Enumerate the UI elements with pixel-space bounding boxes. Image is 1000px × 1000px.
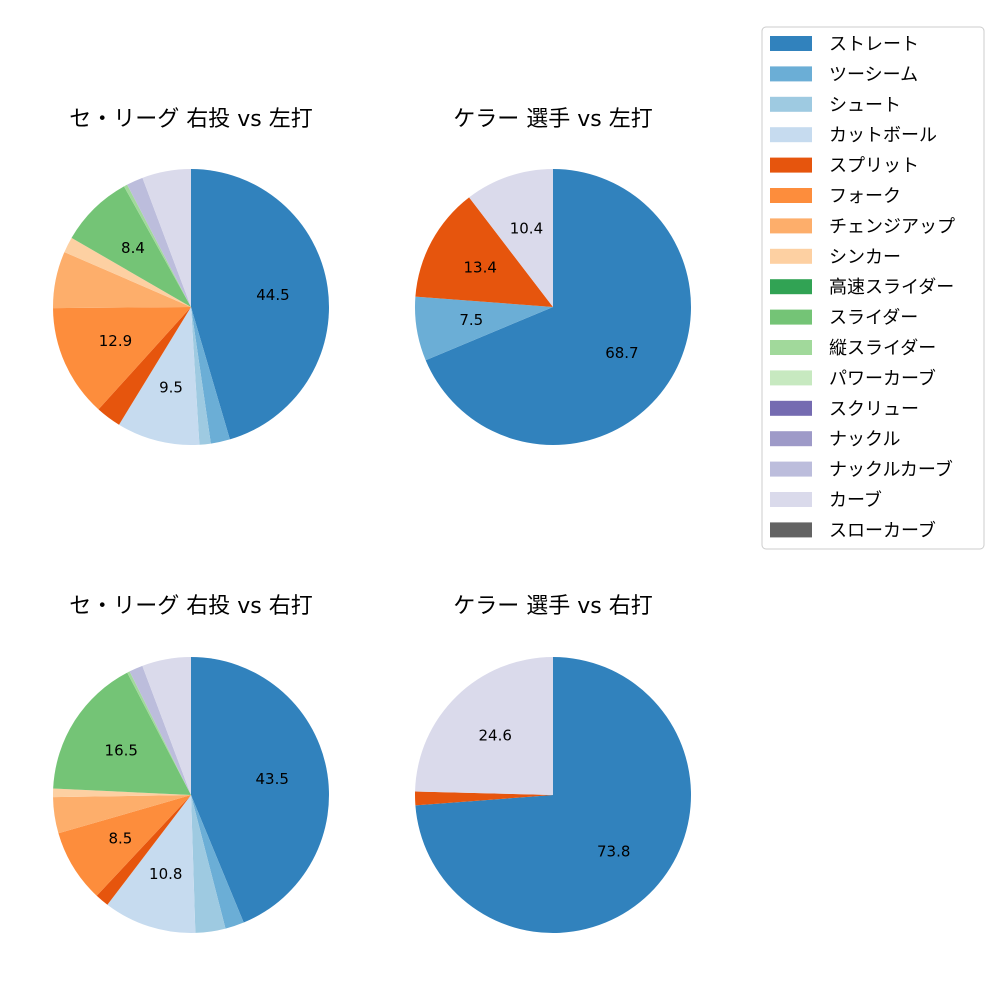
pie-3-slice-1: [191, 657, 329, 923]
pie-1-slice-7: [53, 252, 191, 309]
legend-swatch-4: [770, 127, 812, 143]
legend-label-2: ツーシーム: [829, 64, 918, 85]
legend-label-6: フォーク: [829, 186, 901, 207]
pie-1-slice-4-label: 9.5: [159, 378, 183, 396]
pie-1-slice-5: [98, 307, 191, 425]
legend-swatch-7: [770, 218, 812, 234]
legend-label-17: スローカーブ: [829, 519, 936, 541]
legend-swatch-2: [770, 66, 812, 82]
pie-chart-4: 73.8 24.6: [414, 657, 692, 933]
pie-3-slice-8: [53, 788, 191, 798]
legend-swatch-13: [770, 400, 812, 416]
chart-title-3: セ・リーグ 右投 vs 右打: [69, 594, 312, 619]
pie-3-slice-11: [129, 665, 191, 795]
pie-3-slice-12: [142, 657, 191, 795]
pie-2-slice-3: [415, 197, 553, 307]
chart-title-2: ケラー 選手 vs 左打: [453, 107, 652, 132]
pie-4-slice-3-label: 24.6: [478, 727, 511, 745]
legend-label-15: ナックルカーブ: [829, 459, 953, 481]
pie-1-slice-10: [123, 184, 191, 307]
pie-3-slice-5: [96, 795, 191, 905]
pie-2-slice-1-label: 68.7: [605, 344, 638, 362]
legend-label-12: パワーカーブ: [829, 367, 936, 389]
legend-label-13: スクリュー: [829, 399, 919, 420]
legend-swatch-6: [770, 188, 812, 203]
pie-3-slice-9-label: 16.5: [105, 741, 138, 759]
pie-2-slice-1: [425, 169, 691, 445]
pie-1-slice-8: [64, 237, 191, 307]
pie-4-slice-1-label: 73.8: [597, 842, 630, 860]
pie-3-slice-2: [191, 795, 244, 929]
pie-3-slice-4: [107, 795, 196, 933]
legend-label-7: チェンジアップ: [829, 216, 955, 237]
pie-3-slice-7: [53, 795, 192, 834]
pie-2-slice-4-label: 10.4: [510, 220, 543, 238]
pie-1-slice-2: [191, 307, 230, 444]
legend-swatch-10: [770, 309, 812, 325]
legend: ストレートツーシームシュートカットボールスプリットフォークチェンジアップシンカー…: [761, 26, 985, 550]
legend-label-14: ナックル: [829, 429, 900, 450]
pie-3-slice-6: [58, 795, 191, 896]
pie-2-slice-4: [469, 169, 553, 307]
legend-swatch-14: [770, 431, 812, 447]
legend-label-1: ストレート: [829, 34, 919, 55]
pie-2-slice-2: [414, 296, 553, 361]
pie-chart-1: 44.5 9.5 12.9 8.4: [53, 169, 329, 446]
legend-swatch-11: [770, 340, 812, 355]
pie-1-slice-1-label: 44.5: [256, 286, 289, 304]
pie-4-slice-3: [415, 657, 553, 795]
pie-3-slice-10: [127, 671, 191, 795]
pie-3-slice-4-label: 10.8: [149, 865, 182, 883]
pie-4-slice-1: [415, 657, 692, 933]
legend-label-5: スプリット: [829, 156, 919, 177]
pie-1-slice-6: [53, 307, 191, 410]
legend-swatch-1: [770, 36, 812, 51]
legend-frame: [761, 26, 985, 550]
pie-1-slice-11: [127, 177, 191, 307]
pie-1-slice-4: [119, 307, 200, 446]
legend-label-11: 縦スライダー: [829, 338, 936, 359]
pie-2-slice-3-label: 13.4: [463, 259, 496, 277]
pie-4-slice-2: [414, 791, 553, 806]
chart-title-4: ケラー 選手 vs 右打: [453, 594, 652, 619]
legend-label-9: 高速スライダー: [829, 277, 954, 298]
pie-3-slice-9: [53, 672, 191, 795]
legend-swatch-15: [770, 461, 812, 477]
legend-swatch-12: [770, 370, 812, 386]
pie-3-slice-1-label: 43.5: [256, 770, 289, 788]
pie-3-slice-6-label: 8.5: [108, 829, 132, 847]
legend-swatch-16: [770, 492, 812, 507]
legend-swatch-8: [770, 248, 812, 264]
legend-label-4: カットボール: [829, 125, 937, 146]
legend-label-10: スライダー: [829, 308, 918, 329]
chart-title-1: セ・リーグ 右投 vs 左打: [69, 107, 312, 132]
pie-chart-2: 68.7 7.5 13.4 10.4: [414, 169, 691, 445]
legend-label-16: カーブ: [829, 489, 882, 511]
legend-swatch-9: [770, 279, 812, 295]
legend-label-8: シンカー: [829, 247, 901, 268]
pie-1-slice-12: [142, 169, 191, 307]
legend-swatch-5: [770, 157, 812, 173]
pie-1-slice-1: [191, 169, 329, 440]
pie-chart-3: 43.5 10.8 8.5 16.5: [53, 657, 329, 933]
pie-1-slice-6-label: 12.9: [99, 332, 132, 350]
legend-swatch-17: [770, 522, 812, 538]
legend-label-3: シュート: [829, 95, 901, 116]
pie-1-slice-9: [71, 186, 191, 307]
legend-swatch-3: [770, 96, 812, 112]
pie-1-slice-3: [191, 307, 211, 445]
pie-2-slice-2-label: 7.5: [459, 311, 483, 329]
pie-1-slice-9-label: 8.4: [121, 239, 145, 257]
pie-3-slice-3: [191, 795, 226, 933]
